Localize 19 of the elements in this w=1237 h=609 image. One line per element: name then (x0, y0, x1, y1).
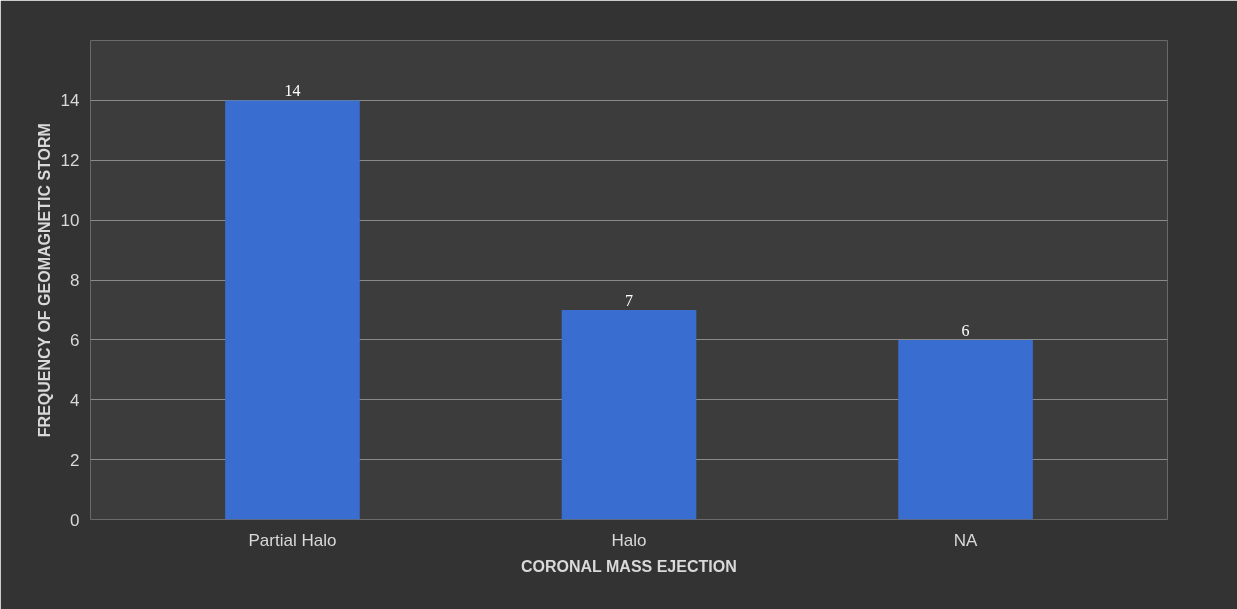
data-label: 7 (625, 291, 633, 309)
y-tick-label: 12 (60, 151, 80, 171)
x-tick-label: Halo (611, 530, 647, 550)
bar (898, 339, 1033, 520)
y-tick-label: 10 (60, 211, 80, 231)
y-tick-label: 8 (70, 271, 80, 290)
bar (225, 100, 360, 520)
y-tick-label: 6 (70, 330, 80, 350)
data-label: 14 (284, 82, 301, 100)
x-tick-label: NA (953, 530, 979, 550)
y-tick-label: 14 (60, 91, 80, 111)
y-tick-label: 4 (70, 390, 80, 410)
x-axis-title: CORONAL MASS EJECTION (520, 557, 737, 575)
y-tick-label: 0 (70, 510, 80, 530)
y-tick-label: 2 (70, 450, 80, 470)
x-tick-label: Partial Halo (248, 530, 337, 550)
bar (561, 309, 697, 520)
data-label: 6 (961, 321, 970, 339)
y-axis-title: FREQUENCY OF GEOMAGNETIC STORM (35, 123, 53, 438)
